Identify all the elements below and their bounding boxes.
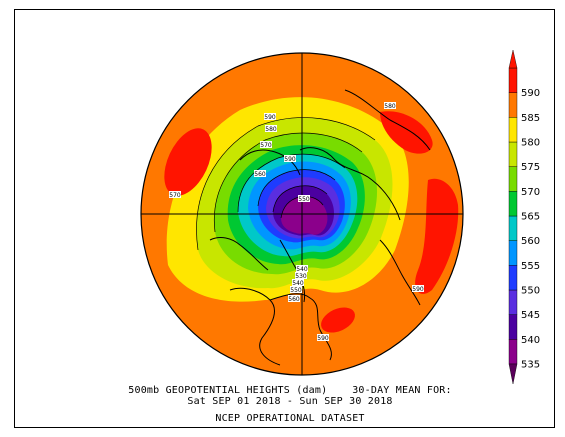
high-center-east [415,178,459,294]
contour-label-530: 530 [295,273,307,280]
contour-label-570: 570 [260,142,272,149]
contour-label-bg [265,125,277,132]
contour-label-580: 580 [265,126,277,133]
contour-label-560: 560 [288,296,300,303]
colorbar-label-590: 590 [521,88,540,99]
colorbar-label-575: 575 [521,162,540,173]
colorbar-swatch-545 [508,289,518,315]
contour-label-bg [284,155,296,162]
contour-label-bg [260,141,272,148]
high-center-pacific [164,128,212,196]
colorbar-label-580: 580 [521,138,540,149]
colorbar-swatch-575 [508,141,518,167]
contour-label-bg [384,102,396,109]
contour-label-560: 560 [254,171,266,178]
contour-label-bg [296,265,308,272]
colorbar-swatch-560 [508,215,518,241]
colorbar-label-545: 545 [521,310,540,321]
height-bands [164,89,459,366]
colorbar-swatch-585 [508,92,518,118]
contour-label-bg [412,285,424,292]
colorbar-arrow-top [508,49,518,69]
contour-label-bg [290,286,302,293]
colorbar-labels: 535 540 545 550 555 560 565 570 575 580 585 590 [521,88,540,370]
contour-label-550: 550 [290,287,302,294]
colorbar-swatch-535 [508,339,518,365]
colorbar-swatch-555 [508,240,518,266]
chart-source: NCEP OPERATIONAL DATASET [215,413,365,424]
colorbar-label-540: 540 [521,335,540,346]
contour-label-590: 590 [264,114,276,121]
colorbar-swatch-580 [508,117,518,143]
colorbar-swatch-540 [508,314,518,340]
contour-label-540: 540 [296,266,308,273]
contour-label-bg [292,279,304,286]
contour-label-bg [169,191,181,198]
high-center-south [321,307,355,333]
colorbar-label-570: 570 [521,187,540,198]
contour-label-590: 590 [412,286,424,293]
plot-frame [14,9,555,428]
coastlines [209,89,431,366]
contour-label-bg [317,334,329,341]
contour-labels: 5905805705605505405305405505605705805905… [169,102,424,342]
contour-label-580: 580 [384,103,396,110]
colorbar-label-550: 550 [521,286,540,297]
contour-label-bg [288,295,300,302]
contour-label-570: 570 [169,192,181,199]
colorbar-swatches [508,49,518,385]
colorbar-label-560: 560 [521,236,540,247]
chart-date-range: Sat SEP 01 2018 - Sun SEP 30 2018 [187,396,393,407]
contour-label-590: 590 [284,156,296,163]
contour-label-550: 550 [298,196,310,203]
contour-label-bg [254,170,266,177]
colorbar-label-565: 565 [521,212,540,223]
colorbar-swatch-565 [508,191,518,217]
contour-label-bg [298,195,310,202]
map-disc-outline [140,52,464,376]
colorbar-swatch-590 [508,67,518,93]
colorbar-swatch-570 [508,166,518,192]
colorbar-label-555: 555 [521,261,540,272]
contour-label-bg [264,113,276,120]
contour-label-590: 590 [317,335,329,342]
colorbar-label-585: 585 [521,113,540,124]
colorbar-label-535: 535 [521,360,540,371]
colorbar-arrow-bottom [508,363,518,385]
chart-title: 500mb GEOPOTENTIAL HEIGHTS (dam) 30-DAY … [128,385,452,396]
contour-label-bg [295,272,307,279]
colorbar-swatch-550 [508,265,518,291]
band-535 [281,196,328,235]
contour-label-540: 540 [292,280,304,287]
